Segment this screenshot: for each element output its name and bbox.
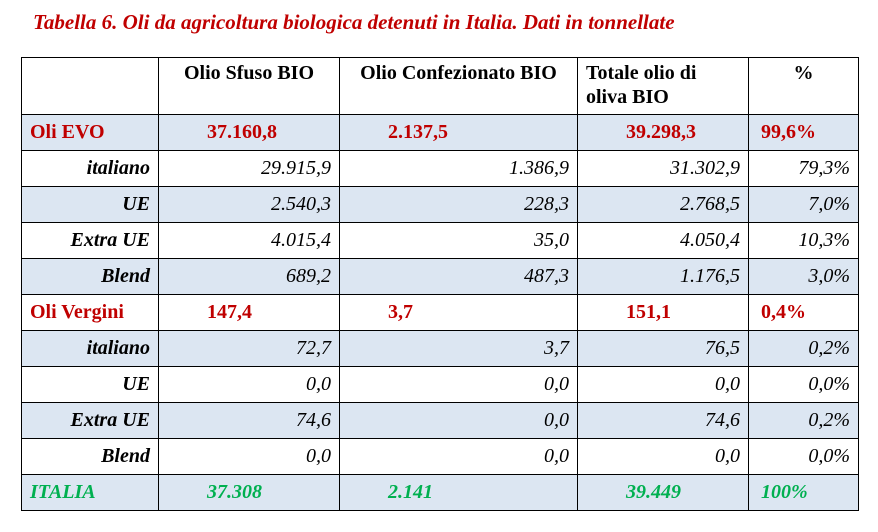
cell-percent: 99,6% <box>748 114 859 151</box>
cell-totale: 0,0 <box>577 438 749 475</box>
cell-percent: 0,0% <box>748 438 859 475</box>
cell-totale: 151,1 <box>577 294 749 331</box>
cell-confezionato: 0,0 <box>339 366 578 403</box>
cell-totale: 4.050,4 <box>577 222 749 259</box>
cell-totale: 74,6 <box>577 402 749 439</box>
table-row-total: ITALIA 37.308 2.141 39.449 100% <box>21 474 859 511</box>
cell-totale: 39.449 <box>577 474 749 511</box>
cell-sfuso: 37.160,8 <box>158 114 340 151</box>
table-row: italiano 29.915,9 1.386,9 31.302,9 79,3% <box>21 150 859 187</box>
data-table: Olio Sfuso BIO Olio Confezionato BIO Tot… <box>21 57 859 511</box>
cell-confezionato: 35,0 <box>339 222 578 259</box>
cell-percent: 0,2% <box>748 402 859 439</box>
table-row: Blend 0,0 0,0 0,0 0,0% <box>21 438 859 475</box>
cell-totale: 39.298,3 <box>577 114 749 151</box>
row-label: Blend <box>21 438 159 475</box>
cell-confezionato: 0,0 <box>339 402 578 439</box>
row-label: UE <box>21 366 159 403</box>
table-row: UE 2.540,3 228,3 2.768,5 7,0% <box>21 186 859 223</box>
cell-confezionato: 487,3 <box>339 258 578 295</box>
cell-totale: 0,0 <box>577 366 749 403</box>
table-row: Extra UE 4.015,4 35,0 4.050,4 10,3% <box>21 222 859 259</box>
cell-sfuso: 74,6 <box>158 402 340 439</box>
cell-confezionato: 3,7 <box>339 294 578 331</box>
cell-sfuso: 0,0 <box>158 366 340 403</box>
cell-totale: 2.768,5 <box>577 186 749 223</box>
header-row: Olio Sfuso BIO Olio Confezionato BIO Tot… <box>21 57 859 115</box>
row-label: Oli EVO <box>21 114 159 151</box>
cell-sfuso: 37.308 <box>158 474 340 511</box>
header-totale: Totale olio di oliva BIO <box>577 57 749 115</box>
table-row: UE 0,0 0,0 0,0 0,0% <box>21 366 859 403</box>
cell-percent: 0,2% <box>748 330 859 367</box>
cell-percent: 7,0% <box>748 186 859 223</box>
row-label: Extra UE <box>21 222 159 259</box>
cell-percent: 3,0% <box>748 258 859 295</box>
cell-totale: 31.302,9 <box>577 150 749 187</box>
cell-sfuso: 4.015,4 <box>158 222 340 259</box>
header-percent: % <box>748 57 859 115</box>
cell-confezionato: 228,3 <box>339 186 578 223</box>
cell-sfuso: 689,2 <box>158 258 340 295</box>
table-row: Blend 689,2 487,3 1.176,5 3,0% <box>21 258 859 295</box>
table-row: italiano 72,7 3,7 76,5 0,2% <box>21 330 859 367</box>
cell-sfuso: 0,0 <box>158 438 340 475</box>
cell-totale: 1.176,5 <box>577 258 749 295</box>
row-label: italiano <box>21 330 159 367</box>
cell-percent: 0,0% <box>748 366 859 403</box>
cell-sfuso: 29.915,9 <box>158 150 340 187</box>
cell-confezionato: 3,7 <box>339 330 578 367</box>
cell-sfuso: 72,7 <box>158 330 340 367</box>
row-label: Blend <box>21 258 159 295</box>
table-row: Oli Vergini 147,4 3,7 151,1 0,4% <box>21 294 859 331</box>
row-label: UE <box>21 186 159 223</box>
cell-confezionato: 2.137,5 <box>339 114 578 151</box>
header-olio-confezionato: Olio Confezionato BIO <box>339 57 578 115</box>
header-empty <box>21 57 159 115</box>
cell-sfuso: 147,4 <box>158 294 340 331</box>
table-row: Extra UE 74,6 0,0 74,6 0,2% <box>21 402 859 439</box>
table-title: Tabella 6. Oli da agricoltura biologica … <box>33 10 675 34</box>
cell-confezionato: 0,0 <box>339 438 578 475</box>
cell-totale: 76,5 <box>577 330 749 367</box>
cell-percent: 0,4% <box>748 294 859 331</box>
row-label: italiano <box>21 150 159 187</box>
cell-percent: 100% <box>748 474 859 511</box>
cell-confezionato: 2.141 <box>339 474 578 511</box>
cell-confezionato: 1.386,9 <box>339 150 578 187</box>
row-label: Oli Vergini <box>21 294 159 331</box>
row-label: Extra UE <box>21 402 159 439</box>
cell-percent: 10,3% <box>748 222 859 259</box>
table-row: Oli EVO 37.160,8 2.137,5 39.298,3 99,6% <box>21 114 859 151</box>
row-label: ITALIA <box>21 474 159 511</box>
header-olio-sfuso: Olio Sfuso BIO <box>158 57 340 115</box>
cell-sfuso: 2.540,3 <box>158 186 340 223</box>
cell-percent: 79,3% <box>748 150 859 187</box>
